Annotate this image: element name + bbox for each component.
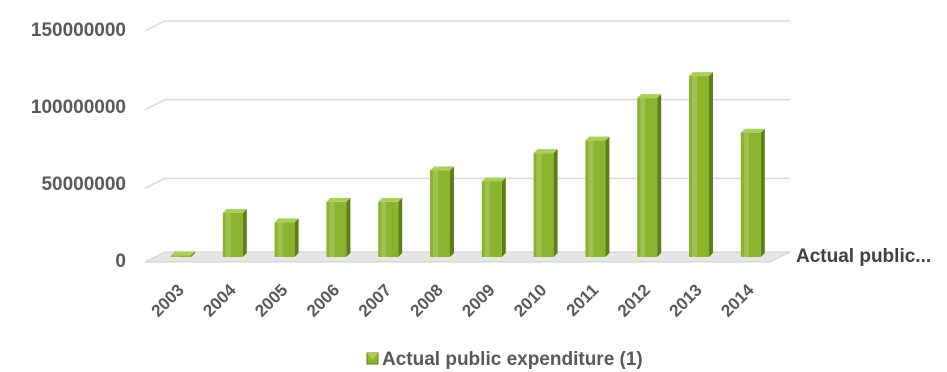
bar (533, 149, 558, 257)
gridline-side (144, 20, 166, 32)
x-tick-label: 2005 (251, 280, 291, 320)
y-tick-label: 0 (115, 251, 126, 272)
bar (378, 197, 403, 257)
x-tick-label: 2009 (458, 280, 498, 320)
bar (222, 208, 247, 257)
bar (430, 166, 454, 257)
gridlines (144, 20, 790, 190)
x-tick-label: 2008 (407, 280, 447, 320)
x-tick-label: 2007 (355, 280, 395, 320)
x-tick-label: 2006 (303, 280, 343, 320)
legend: Actual public expenditure (1) (366, 349, 643, 370)
bar (637, 94, 662, 258)
x-tick-label: 2004 (199, 280, 240, 321)
bar (171, 251, 195, 257)
legend-swatch (366, 352, 379, 365)
x-tick-label: 2014 (717, 280, 758, 321)
x-tick-label: 2012 (614, 280, 654, 320)
bars (171, 72, 765, 258)
x-axis-ticks: 2003 2004 2005 2006 2007 2008 2009 2010 2011 2012… (148, 280, 758, 321)
x-tick-label: 2003 (148, 280, 188, 320)
gridline-side (144, 177, 166, 190)
bar (585, 136, 610, 257)
chart-floor (144, 251, 791, 263)
bar (481, 177, 506, 257)
legend-label: Actual public expenditure (1) (382, 349, 643, 370)
bar (689, 72, 713, 257)
x-tick-label: 2011 (563, 280, 603, 320)
gridline-side (144, 98, 166, 111)
bar (274, 218, 299, 257)
depth-axis-label: Actual public... (796, 246, 931, 267)
x-tick-label: 2013 (666, 280, 706, 320)
y-tick-label: 50000000 (41, 174, 126, 195)
bar (326, 197, 351, 257)
y-tick-label: 100000000 (31, 97, 126, 118)
y-axis-ticks: 0 50000000 100000000 150000000 (31, 20, 126, 272)
y-tick-label: 150000000 (31, 20, 126, 41)
x-tick-label: 2010 (510, 280, 550, 320)
bar (740, 128, 765, 257)
